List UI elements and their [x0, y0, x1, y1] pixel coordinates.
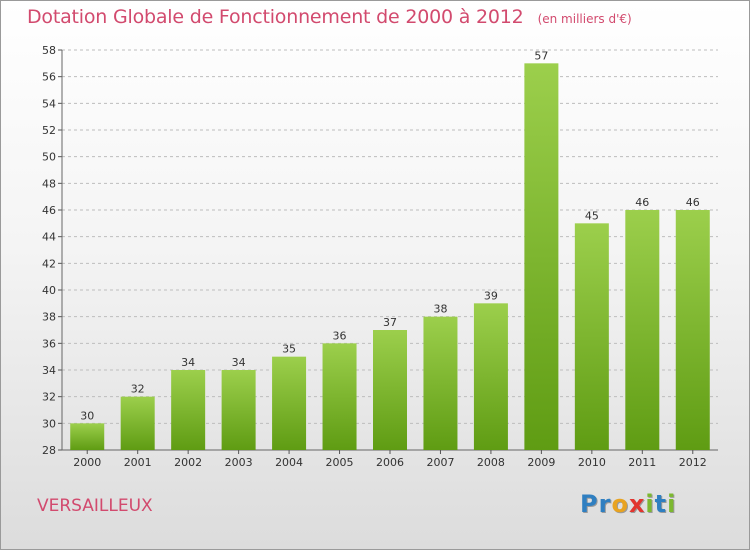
data-label: 45 [585, 209, 599, 222]
bar [473, 303, 508, 450]
y-tick-label: 34 [42, 364, 56, 377]
brand-letter: r [598, 490, 612, 518]
y-tick-label: 28 [42, 444, 56, 457]
bar [524, 63, 559, 450]
data-label: 37 [383, 316, 397, 329]
data-label: 46 [686, 196, 700, 209]
brand-letter: i [667, 490, 677, 518]
x-tick-label: 2000 [73, 456, 101, 469]
chart-unit: (en milliers d'€) [537, 12, 632, 26]
bar [675, 210, 710, 450]
commune-name: VERSAILLEUX [37, 496, 153, 516]
labels: 2000 30 2001 32 2002 34 2003 34 2004 35 2005 36 2006… [73, 49, 707, 469]
bar [423, 316, 458, 450]
chart-title-text: Dotation Globale de Fonctionnement de 20… [27, 6, 524, 28]
x-tick-label: 2006 [376, 456, 404, 469]
x-tick-label: 2007 [426, 456, 454, 469]
y-tick-label: 54 [42, 97, 56, 110]
data-label: 34 [232, 356, 246, 369]
x-tick-label: 2008 [477, 456, 505, 469]
y-tick-label: 36 [42, 337, 56, 350]
data-label: 38 [433, 303, 447, 316]
brand-letter: o [611, 490, 629, 518]
x-tick-label: 2010 [578, 456, 606, 469]
y-tick-label: 40 [42, 284, 56, 297]
y-tick-label: 56 [42, 71, 56, 84]
y-tick-label: 30 [42, 417, 56, 430]
y-tick-label: 32 [42, 391, 56, 404]
data-label: 30 [80, 409, 94, 422]
x-tick-label: 2012 [679, 456, 707, 469]
brand-letter: t [654, 490, 668, 518]
bar [70, 423, 105, 450]
x-tick-label: 2005 [326, 456, 354, 469]
x-tick-label: 2002 [174, 456, 202, 469]
bar [322, 343, 357, 450]
bar [272, 356, 307, 450]
data-label: 35 [282, 343, 296, 356]
x-tick-label: 2001 [124, 456, 152, 469]
y-tick-label: 48 [42, 177, 56, 190]
bar [373, 330, 407, 450]
brand-letter: P [580, 490, 599, 518]
bar [574, 223, 609, 450]
bar [120, 396, 155, 450]
bar [625, 210, 660, 450]
y-tick-label: 52 [42, 124, 56, 137]
x-tick-label: 2011 [628, 456, 656, 469]
y-tick-label: 46 [42, 204, 56, 217]
y-tick-label: 38 [42, 311, 56, 324]
bars [70, 63, 710, 450]
x-tick-label: 2003 [225, 456, 253, 469]
data-label: 34 [181, 356, 195, 369]
chart-title: Dotation Globale de Fonctionnement de 20… [27, 6, 632, 28]
brand-letter: i [645, 490, 655, 518]
y-tick-label: 44 [42, 231, 56, 244]
data-label: 39 [484, 289, 498, 302]
bar [171, 370, 206, 450]
brand-letter: x [628, 490, 646, 518]
y-tick-label: 50 [42, 151, 56, 164]
axes: 28 30 32 34 36 38 40 42 44 46 48 50 52 54 56 58 [42, 44, 718, 457]
data-label: 32 [131, 383, 145, 396]
data-label: 57 [534, 49, 548, 62]
data-label: 46 [635, 196, 649, 209]
x-tick-label: 2004 [275, 456, 303, 469]
bar [221, 370, 256, 450]
x-tick-label: 2009 [527, 456, 555, 469]
y-tick-label: 42 [42, 257, 56, 270]
brand-logo: Proxiti [580, 490, 676, 518]
y-tick-label: 58 [42, 44, 56, 57]
data-label: 36 [333, 329, 347, 342]
